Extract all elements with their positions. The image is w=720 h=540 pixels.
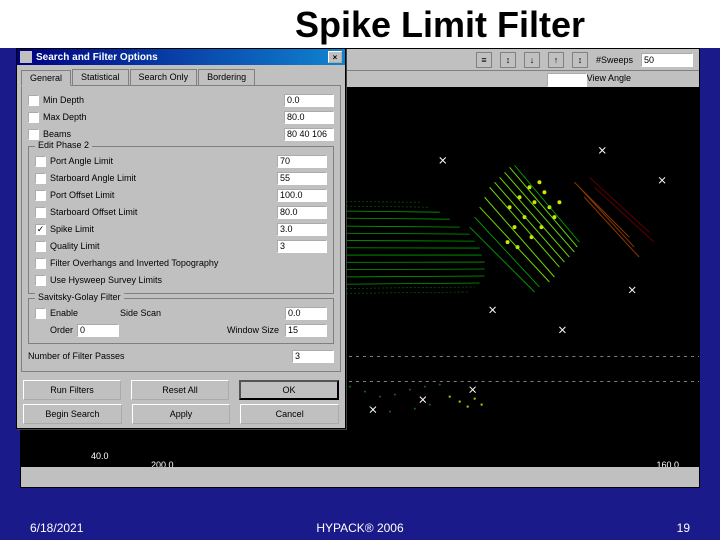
depth-row-input[interactable] xyxy=(284,111,334,124)
savgol-group: Savitsky-Golay Filter Enable Side Scan O… xyxy=(28,298,334,344)
slide-title: Spike Limit Filter xyxy=(0,0,720,48)
view-angle-label: View Angle xyxy=(587,73,631,83)
run-filters-button[interactable]: Run Filters xyxy=(23,380,121,400)
button-row-1: Run Filters Reset All OK xyxy=(17,376,345,404)
footer-page: 19 xyxy=(677,521,690,535)
tab-bordering[interactable]: Bordering xyxy=(198,69,255,85)
filter-row-checkbox[interactable] xyxy=(35,207,46,218)
filter-row-label: Use Hysweep Survey Limits xyxy=(50,275,327,285)
x-axis-left: 200.0 xyxy=(151,460,174,467)
window-label: Window Size xyxy=(119,325,279,335)
desktop-area: ≡ ↕ ↓ ↑ ↕ #Sweeps 36.1 View Angle xyxy=(0,48,720,508)
filter-row-label: Starboard Angle Limit xyxy=(50,173,277,183)
filter-row-input[interactable] xyxy=(277,172,327,185)
depth-row-checkbox[interactable] xyxy=(28,112,39,123)
filter-row-label: Port Angle Limit xyxy=(50,156,277,166)
tab-panel: Min Depth Max Depth Beams Edit Phase 2 Por… xyxy=(21,85,341,372)
main-status-bar xyxy=(21,473,699,487)
sweeps-label: #Sweeps xyxy=(596,55,633,65)
slide-footer: 6/18/2021 HYPACK® 2006 19 xyxy=(0,516,720,540)
filter-row-input[interactable] xyxy=(277,223,327,236)
side-scan-label: Side Scan xyxy=(120,308,281,318)
dialog-tabs: General Statistical Search Only Borderin… xyxy=(17,65,345,85)
filter-row-label: Filter Overhangs and Inverted Topography xyxy=(50,258,327,268)
dialog-icon xyxy=(20,51,32,63)
y-axis-label: 40.0 xyxy=(91,451,109,461)
edit-phase2-group: Edit Phase 2 Port Angle LimitStarboard A… xyxy=(28,146,334,294)
filter-row-checkbox[interactable] xyxy=(35,173,46,184)
reset-all-button[interactable]: Reset All xyxy=(131,380,229,400)
close-icon[interactable]: × xyxy=(328,51,342,63)
sweeps-input[interactable] xyxy=(641,53,693,67)
dialog-titlebar[interactable]: Search and Filter Options × xyxy=(17,49,345,65)
filter-row-label: Port Offset Limit xyxy=(50,190,277,200)
group-title: Savitsky-Golay Filter xyxy=(35,292,124,302)
window-input[interactable] xyxy=(285,324,327,337)
button-row-2: Begin Search Apply Cancel xyxy=(17,404,345,428)
passes-input[interactable] xyxy=(292,350,334,363)
footer-date: 6/18/2021 xyxy=(30,521,83,535)
filter-row-input[interactable] xyxy=(277,189,327,202)
filter-row-label: Spike Limit xyxy=(50,224,277,234)
filter-row-checkbox[interactable] xyxy=(35,241,46,252)
filter-row-checkbox[interactable] xyxy=(35,275,46,286)
depth-row-input[interactable] xyxy=(284,128,334,141)
begin-search-button[interactable]: Begin Search xyxy=(23,404,122,424)
filter-row-checkbox[interactable] xyxy=(35,224,46,235)
apply-button[interactable]: Apply xyxy=(132,404,231,424)
toolbar-button[interactable]: ↕ xyxy=(572,52,588,68)
footer-product: HYPACK® 2006 xyxy=(0,521,720,535)
depth-row-label: Max Depth xyxy=(43,112,284,122)
toolbar-button[interactable]: ↑ xyxy=(548,52,564,68)
filter-row-checkbox[interactable] xyxy=(35,258,46,269)
filter-row-input[interactable] xyxy=(277,206,327,219)
filter-options-dialog: Search and Filter Options × General Stat… xyxy=(16,48,346,429)
depth-row-label: Min Depth xyxy=(43,95,284,105)
view-angle-input[interactable] xyxy=(547,73,587,87)
x-axis-right: 160.0 xyxy=(656,460,679,467)
cancel-button[interactable]: Cancel xyxy=(240,404,339,424)
tab-general[interactable]: General xyxy=(21,70,71,86)
depth-row-label: Beams xyxy=(43,129,284,139)
enable-label: Enable xyxy=(50,308,120,318)
passes-label: Number of Filter Passes xyxy=(28,351,292,361)
toolbar-button[interactable]: ↕ xyxy=(500,52,516,68)
order-label: Order xyxy=(50,325,73,335)
depth-row-input[interactable] xyxy=(284,94,334,107)
tab-search-only[interactable]: Search Only xyxy=(130,69,198,85)
dialog-title: Search and Filter Options xyxy=(36,52,158,63)
filter-row-label: Starboard Offset Limit xyxy=(50,207,277,217)
filter-row-checkbox[interactable] xyxy=(35,156,46,167)
order-input[interactable] xyxy=(77,324,119,337)
filter-row-input[interactable] xyxy=(277,240,327,253)
group-title: Edit Phase 2 xyxy=(35,140,92,150)
side-scan-input[interactable] xyxy=(285,307,327,320)
filter-row-input[interactable] xyxy=(277,155,327,168)
depth-row-checkbox[interactable] xyxy=(28,95,39,106)
toolbar-button[interactable]: ≡ xyxy=(476,52,492,68)
depth-row-checkbox[interactable] xyxy=(28,129,39,140)
ok-button[interactable]: OK xyxy=(239,380,339,400)
enable-checkbox[interactable] xyxy=(35,308,46,319)
tab-statistical[interactable]: Statistical xyxy=(72,69,129,85)
filter-row-label: Quality Limit xyxy=(50,241,277,251)
toolbar-button[interactable]: ↓ xyxy=(524,52,540,68)
filter-row-checkbox[interactable] xyxy=(35,190,46,201)
